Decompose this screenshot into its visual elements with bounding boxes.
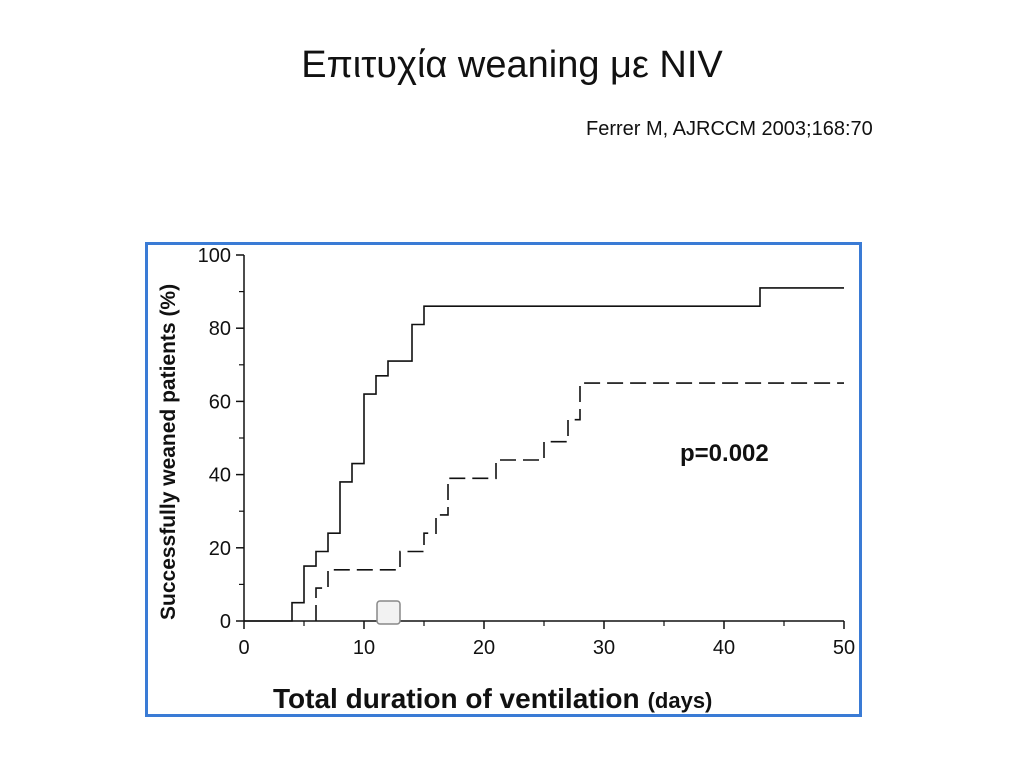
- citation: Ferrer M, AJRCCM 2003;168:70: [586, 118, 873, 140]
- axes: [243, 255, 844, 622]
- x-axis-label-main: Total duration of ventilation: [273, 683, 640, 714]
- x-axis-label-unit: (days): [648, 688, 713, 713]
- x-tick-label: 10: [353, 637, 375, 659]
- x-axis-label: Total duration of ventilation (days): [273, 683, 712, 714]
- y-tick-label: 60: [209, 391, 231, 413]
- slider-handle-icon[interactable]: [376, 600, 401, 625]
- dashed-series-line: [315, 382, 844, 621]
- x-tick-label: 30: [593, 637, 615, 659]
- x-tick-label: 50: [833, 637, 855, 659]
- y-tick-label: 0: [220, 611, 231, 633]
- y-tick-label: 100: [198, 245, 231, 267]
- y-axis-label: Successfully weaned patients (%): [157, 284, 180, 620]
- y-tick-label: 20: [209, 538, 231, 560]
- solid-series-line: [244, 287, 844, 622]
- y-tick-label: 40: [209, 465, 231, 487]
- figure-frame: [145, 242, 862, 717]
- ticks: 0 20 40 60 80 100 0 10 20 30 40 50: [198, 245, 856, 659]
- series: [244, 287, 844, 622]
- p-value-annotation: p=0.002: [680, 440, 769, 467]
- x-tick-label: 40: [713, 637, 735, 659]
- slide-title: Επιτυχία weaning με NIV: [301, 44, 723, 86]
- x-tick-label: 20: [473, 637, 495, 659]
- y-tick-label: 80: [209, 318, 231, 340]
- x-tick-label: 0: [238, 637, 249, 659]
